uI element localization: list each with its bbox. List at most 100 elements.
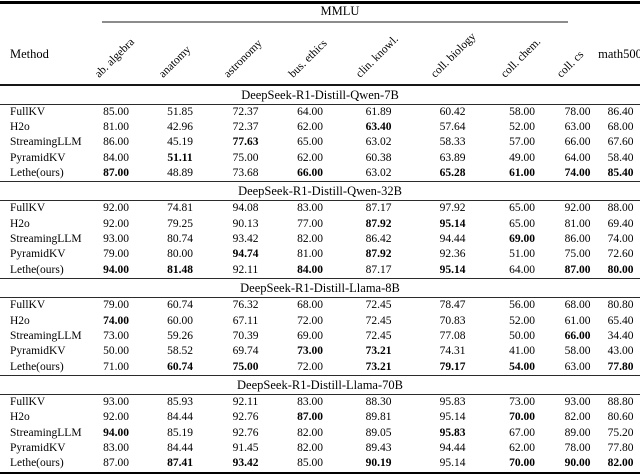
value-cell: 93.42 — [232, 233, 259, 246]
value-cell: 64.00 — [509, 263, 535, 276]
value-cell: 95.14 — [439, 263, 466, 276]
mmlu-span-rule — [102, 21, 568, 23]
value-cell: 34.40 — [607, 329, 634, 342]
value-cell: 58.40 — [607, 151, 634, 164]
value-cell: 94.00 — [103, 263, 129, 276]
table-row-pyramidkv: PyramidKV 83.00 84.44 91.45 82.00 89.43 94.44 6… — [0, 441, 640, 456]
value-cell: 60.42 — [439, 105, 466, 118]
value-cell: 69.40 — [607, 217, 634, 230]
table-row-pyramidkv: PyramidKV 79.00 80.00 94.74 81.00 87.92 92.36 5… — [0, 247, 640, 262]
value-cell: 68.00 — [607, 121, 634, 134]
value-cell: 94.44 — [439, 233, 466, 246]
value-cell: 92.11 — [232, 395, 259, 408]
value-cell: 85.00 — [103, 105, 129, 118]
value-cell: 63.02 — [365, 136, 392, 149]
value-cell: 86.00 — [103, 136, 129, 149]
table-row-fullkv: FullKV 93.00 85.93 92.11 83.00 88.30 95.83 73.0… — [0, 395, 640, 410]
value-cell: 94.74 — [232, 248, 259, 261]
value-cell: 77.08 — [439, 329, 466, 342]
method-cell: H2o — [10, 314, 30, 327]
value-cell: 61.00 — [564, 314, 591, 327]
value-cell: 73.00 — [509, 395, 535, 408]
value-cell: 95.14 — [439, 217, 466, 230]
value-cell: 62.00 — [297, 121, 323, 134]
value-cell: 87.41 — [167, 457, 193, 470]
table-row-fullkv: FullKV 85.00 51.85 72.37 64.00 61.89 60.42 58.0… — [0, 105, 640, 120]
value-cell: 67.60 — [607, 136, 634, 149]
value-cell: 60.74 — [167, 360, 193, 373]
method-cell: PyramidKV — [10, 248, 66, 261]
value-cell: 88.00 — [607, 202, 634, 215]
model-section-deepseek-r1-distill-qwen-32b: DeepSeek-R1-Distill-Qwen-32B FullKV 92.00 7… — [0, 182, 640, 279]
section-rows: FullKV 79.00 60.74 76.32 68.00 72.45 78.47 56.0… — [0, 298, 640, 375]
value-cell: 51.85 — [167, 105, 193, 118]
value-cell: 85.93 — [167, 395, 193, 408]
section-rows: FullKV 85.00 51.85 72.37 64.00 61.89 60.42 58.0… — [0, 105, 640, 182]
column-header-astronomy: astronomy — [221, 37, 265, 81]
value-cell: 69.00 — [509, 233, 535, 246]
value-cell: 87.17 — [365, 202, 392, 215]
value-cell: 86.40 — [607, 105, 634, 118]
value-cell: 70.39 — [232, 329, 259, 342]
value-cell: 87.92 — [365, 248, 392, 261]
value-cell: 65.40 — [607, 314, 634, 327]
value-cell: 82.00 — [297, 441, 323, 454]
value-cell: 62.00 — [509, 441, 535, 454]
table-row-h2o: H2o 92.00 79.25 90.13 77.00 87.92 95.14 65.00 81… — [0, 217, 640, 232]
value-cell: 92.00 — [564, 202, 591, 215]
value-cell: 74.00 — [607, 233, 634, 246]
value-cell: 77.80 — [607, 360, 634, 373]
value-cell: 57.64 — [439, 121, 466, 134]
method-cell: PyramidKV — [10, 151, 66, 164]
section-title: DeepSeek-R1-Distill-Qwen-7B — [0, 86, 640, 105]
section-title: DeepSeek-R1-Distill-Qwen-32B — [0, 182, 640, 202]
value-cell: 80.74 — [167, 233, 193, 246]
value-cell: 84.44 — [167, 441, 193, 454]
value-cell: 75.20 — [607, 426, 634, 439]
value-cell: 66.00 — [564, 136, 591, 149]
method-cell: StreamingLLM — [10, 426, 82, 439]
value-cell: 92.00 — [103, 217, 129, 230]
value-cell: 73.68 — [232, 167, 259, 180]
value-cell: 93.00 — [103, 233, 129, 246]
value-cell: 68.00 — [297, 299, 323, 312]
value-cell: 72.45 — [365, 329, 392, 342]
value-cell: 63.02 — [365, 167, 392, 180]
value-cell: 84.44 — [167, 411, 193, 424]
value-cell: 63.89 — [439, 151, 466, 164]
value-cell: 62.00 — [297, 151, 323, 164]
column-header-math500: math500 — [598, 47, 640, 61]
value-cell: 74.00 — [564, 167, 591, 180]
value-cell: 81.48 — [167, 263, 193, 276]
table-row-lethe-ours: Lethe(ours) 94.00 81.48 92.11 84.00 87.17 95.1… — [0, 263, 640, 278]
value-cell: 79.00 — [103, 248, 129, 261]
value-cell: 90.00 — [564, 457, 591, 470]
column-header-clin-knowl: clin. knowl. — [353, 33, 401, 81]
value-cell: 92.36 — [439, 248, 466, 261]
value-cell: 95.14 — [439, 411, 466, 424]
value-cell: 87.00 — [103, 457, 129, 470]
table-row-streamingllm: StreamingLLM 93.00 80.74 93.42 82.00 86.42 94.… — [0, 232, 640, 247]
value-cell: 94.00 — [103, 426, 129, 439]
method-cell: PyramidKV — [10, 441, 66, 454]
value-cell: 78.00 — [564, 105, 591, 118]
method-cell: StreamingLLM — [10, 233, 82, 246]
value-cell: 92.76 — [232, 426, 259, 439]
column-header-bus-ethics: bus. ethics — [286, 37, 330, 81]
table-row-fullkv: FullKV 79.00 60.74 76.32 68.00 72.45 78.47 56.0… — [0, 298, 640, 313]
value-cell: 95.83 — [439, 395, 466, 408]
value-cell: 94.44 — [439, 441, 466, 454]
table-row-lethe-ours: Lethe(ours) 71.00 60.74 75.00 72.00 73.21 79.1… — [0, 359, 640, 374]
value-cell: 89.81 — [365, 411, 392, 424]
value-cell: 83.00 — [103, 441, 129, 454]
value-cell: 66.00 — [297, 167, 323, 180]
value-cell: 88.80 — [607, 395, 634, 408]
value-cell: 70.00 — [509, 457, 535, 470]
model-section-deepseek-r1-distill-llama-70b: DeepSeek-R1-Distill-Llama-70B FullKV 93.00… — [0, 376, 640, 472]
column-header-coll-chem: coll. chem. — [498, 35, 544, 81]
model-section-deepseek-r1-distill-llama-8b: DeepSeek-R1-Distill-Llama-8B FullKV 79.00 6… — [0, 279, 640, 376]
value-cell: 72.37 — [232, 105, 259, 118]
bottom-rule — [0, 471, 640, 475]
value-cell: 60.74 — [167, 299, 193, 312]
value-cell: 93.42 — [232, 457, 259, 470]
